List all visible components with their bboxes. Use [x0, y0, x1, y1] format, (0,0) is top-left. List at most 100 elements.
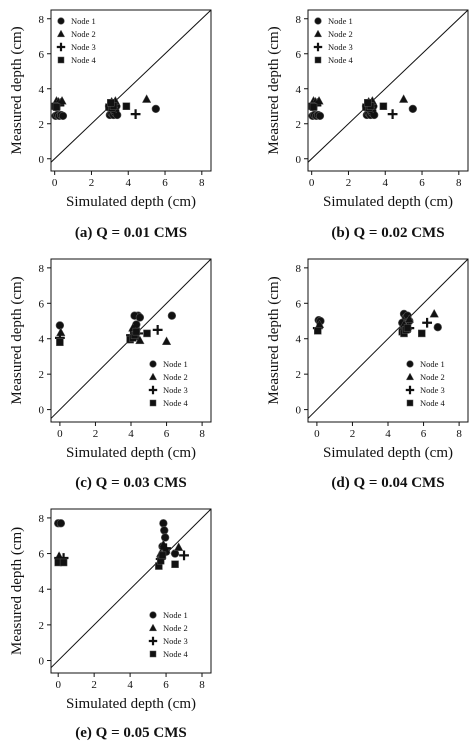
legend-label: Node 4 [420, 398, 446, 408]
x-axis-label: Simulated depth (cm) [323, 445, 453, 461]
legend-marker [149, 360, 157, 368]
legend-label: Node 1 [328, 16, 353, 26]
legend-label: Node 3 [163, 636, 188, 646]
y-tick-label: 6 [296, 298, 302, 310]
y-axis-label: Measured depth (cm) [9, 276, 25, 404]
y-tick-label: 4 [39, 334, 45, 346]
identity-line [51, 10, 211, 163]
y-tick-label: 8 [39, 14, 45, 26]
data-point [315, 111, 325, 121]
x-tick-label: 6 [421, 428, 427, 440]
legend-marker [57, 56, 65, 64]
data-point [404, 314, 415, 323]
legend-marker [314, 17, 322, 25]
series-node-1 [314, 309, 442, 333]
y-axis-label: Measured depth (cm) [9, 527, 25, 655]
x-tick-label: 8 [456, 177, 462, 189]
data-point [161, 533, 170, 542]
data-point [107, 99, 115, 107]
x-tick-label: 6 [162, 177, 168, 189]
identity-line [308, 259, 468, 420]
data-point [314, 327, 322, 335]
series-node-2 [56, 323, 172, 345]
panel-caption: (a) Q = 0.01 CMS [75, 225, 187, 241]
x-tick-label: 8 [199, 177, 205, 189]
x-tick-label: 2 [93, 428, 99, 440]
x-tick-label: 0 [52, 177, 58, 189]
data-point [364, 99, 372, 107]
data-point [403, 324, 412, 332]
series-node-4 [307, 99, 388, 112]
legend: Node 1 Node 2 Node 3 Node 4 [313, 16, 354, 65]
y-tick-label: 8 [39, 263, 45, 275]
legend-marker [405, 372, 415, 381]
data-point [398, 94, 409, 103]
legend-marker [314, 56, 322, 64]
legend-label: Node 3 [420, 385, 445, 395]
x-axis-label: Simulated depth (cm) [66, 445, 196, 461]
x-tick-label: 6 [163, 679, 169, 691]
legend-marker [149, 399, 157, 407]
series-node-4 [56, 327, 151, 347]
data-point [379, 102, 388, 110]
x-tick-label: 0 [309, 177, 315, 189]
panel-caption: (c) Q = 0.03 CMS [75, 475, 186, 491]
legend-label: Node 1 [163, 610, 188, 620]
legend-marker [56, 42, 66, 52]
y-tick-label: 0 [296, 154, 302, 166]
y-tick-label: 4 [296, 334, 302, 346]
data-point [429, 308, 439, 318]
legend-label: Node 1 [71, 16, 96, 26]
series-node-4 [50, 99, 131, 112]
data-point [160, 526, 169, 535]
legend-marker [148, 636, 158, 646]
y-tick-label: 4 [296, 84, 302, 96]
legend-label: Node 4 [163, 398, 189, 408]
x-tick-label: 8 [456, 428, 462, 440]
plot-frame [50, 508, 212, 674]
panel-caption: (d) Q = 0.04 CMS [331, 475, 444, 491]
y-tick-label: 2 [296, 369, 302, 381]
legend-marker [406, 399, 414, 407]
data-point [161, 543, 171, 554]
x-tick-label: 2 [350, 428, 356, 440]
identity-line [51, 509, 211, 669]
y-tick-label: 4 [39, 84, 45, 96]
y-tick-label: 6 [39, 49, 45, 61]
data-point [173, 542, 184, 551]
series-node-2 [51, 94, 152, 109]
legend-marker [148, 385, 158, 395]
x-tick-label: 2 [346, 177, 352, 189]
x-tick-label: 4 [127, 679, 133, 691]
data-point [55, 321, 65, 330]
y-tick-label: 0 [39, 656, 45, 668]
x-tick-label: 4 [125, 177, 131, 189]
legend-marker [406, 360, 414, 368]
y-axis-label: Measured depth (cm) [266, 276, 282, 404]
data-point [418, 329, 426, 338]
legend-label: Node 2 [71, 29, 96, 39]
x-tick-label: 4 [385, 428, 391, 440]
data-point [167, 311, 177, 320]
series-node-2 [314, 308, 439, 330]
data-point [158, 551, 167, 560]
series-node-3 [312, 317, 433, 337]
series-node-2 [308, 94, 409, 109]
y-tick-label: 8 [296, 14, 302, 26]
legend-marker [56, 29, 66, 38]
y-tick-label: 2 [39, 620, 45, 632]
y-tick-label: 0 [296, 405, 302, 417]
y-tick-label: 8 [296, 263, 302, 275]
legend-marker [148, 372, 158, 381]
y-tick-label: 6 [296, 49, 302, 61]
y-tick-label: 0 [39, 405, 45, 417]
y-tick-label: 2 [39, 119, 45, 131]
series-node-4 [314, 324, 426, 338]
panel-caption: (b) Q = 0.02 CMS [331, 225, 444, 241]
data-point [135, 335, 145, 345]
legend: Node 1 Node 2 Node 3 Node 4 [148, 359, 189, 408]
